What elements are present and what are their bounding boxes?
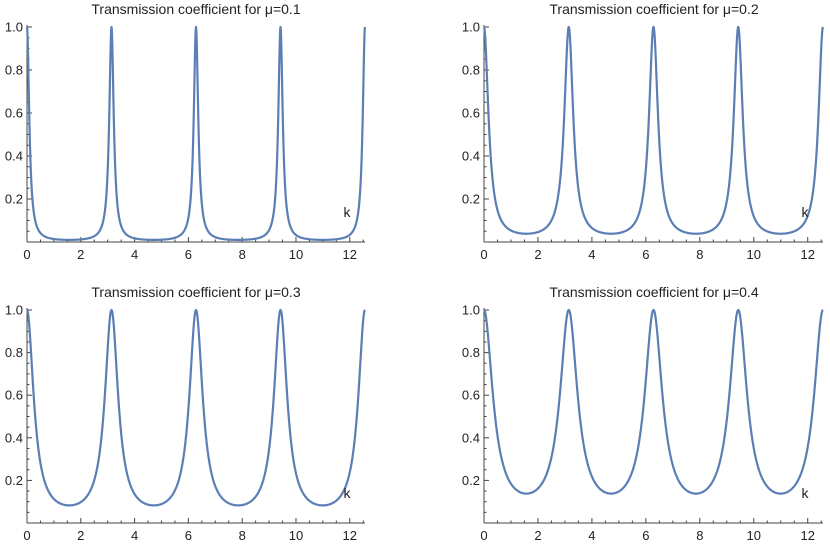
y-tick-label: 0.8	[5, 63, 23, 78]
y-tick-label: 0.6	[462, 388, 480, 403]
x-axis-label: k	[802, 204, 810, 220]
y-tick-label: 0.2	[5, 192, 23, 207]
x-tick-label: 2	[534, 247, 541, 262]
y-tick-label: 1.0	[5, 20, 23, 35]
x-axis-label: k	[344, 485, 352, 501]
x-tick-label: 12	[800, 247, 814, 262]
chart-title: Transmission coefficient for μ=0.2	[549, 1, 758, 17]
x-tick-label: 6	[642, 247, 649, 262]
y-tick-label: 0.4	[5, 430, 23, 445]
x-tick-label: 0	[23, 247, 30, 262]
x-tick-label: 12	[343, 247, 357, 262]
x-tick-label: 10	[289, 247, 303, 262]
x-tick-label: 10	[289, 528, 303, 543]
x-axis-label: k	[344, 204, 352, 220]
chart-title: Transmission coefficient for μ=0.3	[91, 284, 300, 300]
x-tick-label: 0	[480, 247, 487, 262]
x-tick-label: 4	[588, 528, 595, 543]
x-tick-label: 0	[480, 528, 487, 543]
y-tick-label: 0.8	[462, 63, 480, 78]
x-tick-label: 6	[185, 247, 192, 262]
chart-panel-mu-0-4: Transmission coefficient for μ=0.4 0 2 4 6 8 1…	[462, 284, 824, 543]
x-tick-label: 0	[23, 528, 30, 543]
y-tick-label: 0.4	[462, 430, 480, 445]
transmission-curve	[26, 308, 366, 507]
y-tick-label: 0.6	[5, 106, 23, 121]
x-tick-label: 4	[131, 247, 138, 262]
x-tick-label: 12	[800, 528, 814, 543]
y-tick-label: 1.0	[462, 20, 480, 35]
y-tick-label: 1.0	[462, 303, 480, 318]
chart-title: Transmission coefficient for μ=0.1	[91, 1, 300, 17]
x-tick-label: 2	[77, 247, 84, 262]
y-tick-label: 0.2	[5, 473, 23, 488]
x-tick-label: 4	[131, 528, 138, 543]
x-tick-label: 8	[696, 247, 703, 262]
y-tick-label: 0.4	[5, 149, 23, 164]
x-tick-label: 12	[343, 528, 357, 543]
y-tick-label: 1.0	[5, 303, 23, 318]
x-axis-label: k	[802, 485, 810, 501]
x-tick-label: 6	[642, 528, 649, 543]
x-tick-label: 6	[185, 528, 192, 543]
x-tick-label: 10	[747, 528, 761, 543]
y-tick-label: 0.8	[462, 345, 480, 360]
y-tick-label: 0.2	[462, 192, 480, 207]
transmission-curve	[483, 25, 824, 235]
y-tick-label: 0.2	[462, 473, 480, 488]
x-tick-label: 8	[239, 528, 246, 543]
chart-title: Transmission coefficient for μ=0.4	[549, 284, 758, 300]
x-tick-label: 8	[239, 247, 246, 262]
y-tick-label: 0.4	[462, 149, 480, 164]
x-tick-label: 4	[588, 247, 595, 262]
x-tick-label: 10	[747, 247, 761, 262]
chart-panel-mu-0-2: Transmission coefficient for μ=0.2 0 2 4 6 8 1…	[462, 1, 824, 262]
y-tick-label: 0.6	[5, 388, 23, 403]
x-tick-label: 2	[77, 528, 84, 543]
chart-panel-mu-0-1: Transmission coefficient for μ=0.1 0 2 4 6 8 1…	[5, 1, 367, 262]
y-tick-label: 0.8	[5, 345, 23, 360]
transmission-curve	[25, 25, 367, 241]
chart-panel-mu-0-3: Transmission coefficient for μ=0.3 0 2 4 6 8 1…	[5, 284, 366, 543]
transmission-curve	[483, 308, 824, 495]
x-tick-label: 8	[696, 528, 703, 543]
x-tick-label: 2	[534, 528, 541, 543]
y-tick-label: 0.6	[462, 106, 480, 121]
